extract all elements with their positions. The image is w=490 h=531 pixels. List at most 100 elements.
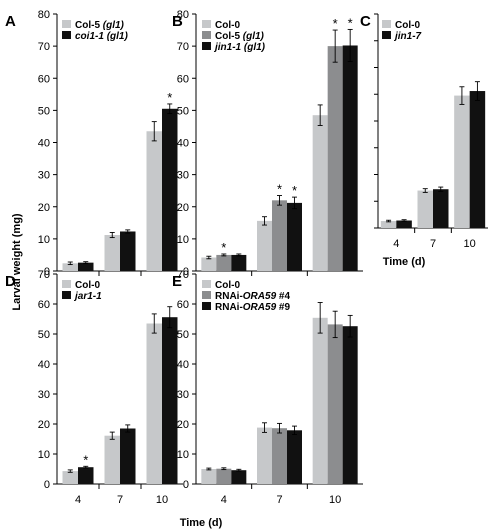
legend-swatch [62, 291, 71, 299]
significance-star: * [292, 183, 297, 198]
bar [120, 231, 136, 271]
y-tick-label: 70 [177, 41, 189, 53]
y-tick-label: 0 [183, 479, 189, 491]
bar [327, 324, 343, 484]
y-tick-label: 40 [177, 359, 189, 371]
bar [120, 428, 136, 484]
y-tick-label: 30 [177, 389, 189, 401]
bar [312, 115, 328, 271]
y-tick-label: 0 [183, 266, 189, 278]
y-tick-label: 20 [177, 419, 189, 431]
y-tick-label: 20 [38, 202, 50, 214]
y-tick-label: 30 [38, 170, 50, 182]
bar [312, 317, 328, 484]
legend-swatch [202, 42, 211, 50]
y-tick-label: 20 [177, 202, 189, 214]
x-tick-label: 7 [117, 494, 123, 506]
panel-letter: C [360, 13, 371, 30]
y-tick-label: 30 [177, 170, 189, 182]
bar [287, 202, 302, 271]
bar [104, 235, 120, 271]
x-axis-title-top: Time (d) [383, 256, 426, 268]
bar [287, 430, 302, 484]
bar [201, 469, 217, 484]
legend-label: RNAi-ORA59 #9 [215, 302, 290, 313]
y-tick-label: 40 [177, 138, 189, 150]
legend-label: jin1-1 (gl1) [213, 42, 266, 53]
y-tick-label: 50 [38, 105, 50, 117]
y-tick-label: 40 [38, 138, 50, 150]
y-tick-label: 70 [38, 41, 50, 53]
bar [162, 108, 178, 271]
bar [146, 323, 162, 484]
bar [201, 257, 217, 271]
legend-swatch [62, 31, 71, 39]
significance-star: * [221, 240, 226, 255]
bar [327, 46, 343, 271]
legend-label: jin1-7 [393, 31, 422, 42]
bar [380, 221, 397, 228]
panel-letter: B [172, 13, 183, 30]
legend-label: Col-0 [75, 280, 100, 291]
y-tick-label: 40 [38, 359, 50, 371]
y-tick-label: 0 [44, 479, 50, 491]
legend-swatch [382, 31, 391, 39]
bar [162, 317, 178, 484]
legend-swatch [62, 20, 71, 28]
bar [257, 220, 272, 271]
bar [469, 91, 486, 228]
bar [62, 471, 78, 484]
bar [231, 470, 247, 484]
bar [78, 262, 94, 271]
significance-star: * [333, 16, 338, 31]
y-tick-label: 10 [38, 449, 50, 461]
legend-label: Col-0 [215, 280, 240, 291]
bar [62, 263, 78, 271]
y-tick-label: 10 [38, 234, 50, 246]
panel-letter: A [5, 13, 16, 30]
y-tick-label: 60 [177, 299, 189, 311]
x-axis-title-bottom: Time (d) [180, 517, 223, 529]
legend-label: RNAi-ORA59 #4 [215, 291, 290, 302]
bar [216, 468, 232, 484]
panel-a: 0 10 20 30 40 50 60 70 80 * A Col-5 (gl1)coi1-1 (gl… [5, 9, 183, 278]
legend-swatch [202, 291, 211, 299]
y-tick-label: 10 [177, 234, 189, 246]
bar [146, 131, 162, 271]
y-tick-label: 70 [177, 269, 189, 281]
legend-label: Col-5 (gl1) [75, 20, 125, 31]
y-tick-label: 10 [177, 449, 189, 461]
significance-star: * [83, 452, 88, 467]
panel-letter: D [5, 273, 16, 290]
y-tick-label: 60 [38, 299, 50, 311]
y-tick-label: 70 [38, 269, 50, 281]
x-tick-label: 4 [75, 494, 81, 506]
x-tick-label: 4 [393, 238, 399, 250]
bar [78, 467, 94, 484]
bar [257, 427, 272, 484]
legend-label: Col-0 [395, 20, 420, 31]
legend-label: Col-5 (gl1) [215, 31, 265, 42]
x-tick-label: 10 [329, 494, 341, 506]
bar [454, 95, 470, 229]
x-tick-label: 4 [221, 494, 227, 506]
bar [342, 326, 358, 484]
bar [433, 189, 449, 228]
significance-star: * [167, 90, 172, 105]
legend-label: coi1-1 (gl1) [75, 31, 128, 42]
y-tick-label: 50 [177, 105, 189, 117]
y-tick-label: 50 [38, 329, 50, 341]
y-tick-label: 60 [177, 73, 189, 85]
bar [272, 428, 287, 484]
bar [231, 254, 247, 271]
x-tick-label: 10 [464, 238, 476, 250]
y-tick-label: 60 [38, 73, 50, 85]
legend-swatch [202, 20, 211, 28]
y-axis-title: Larval weight (mg) [11, 213, 23, 311]
y-tick-label: 80 [177, 9, 189, 21]
